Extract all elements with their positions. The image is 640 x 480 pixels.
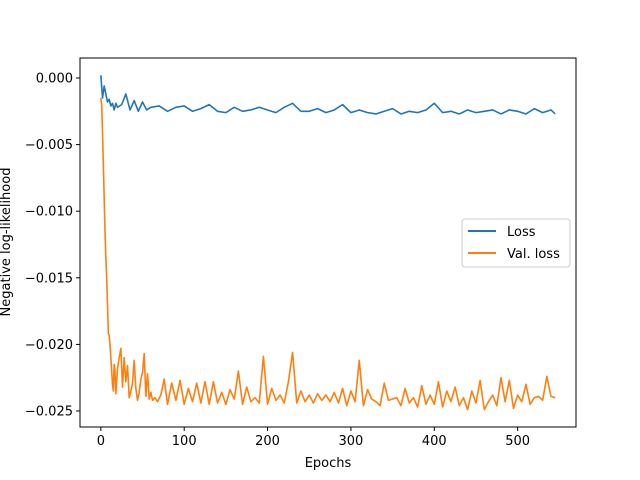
y-tick-label: −0.020 (25, 338, 73, 353)
series-layer (100, 75, 556, 411)
x-axis: 0 100 200 300 400 500 (97, 427, 530, 449)
y-tick-label: −0.025 (25, 405, 73, 420)
x-tick-label: 100 (172, 434, 197, 449)
y-tick-label: −0.015 (25, 271, 73, 286)
x-axis-label: Epochs (305, 456, 352, 471)
y-tick-label: −0.005 (25, 138, 73, 153)
plot-frame (79, 57, 577, 428)
legend: Loss Val. loss (461, 218, 571, 268)
y-tick-label: 0.000 (36, 71, 73, 86)
x-tick-label: 300 (339, 434, 364, 449)
x-tick-label: 0 (97, 434, 105, 449)
x-tick-label: 400 (422, 434, 447, 449)
y-axis-label: Negative log-likelihood (0, 168, 14, 317)
series-line-1 (100, 97, 556, 411)
y-axis: 0.000 −0.005 −0.010 −0.015 −0.020 −0.025 (25, 71, 80, 420)
series-line-0 (100, 75, 556, 115)
legend-label-val-loss: Val. loss (507, 247, 560, 262)
legend-label-loss: Loss (507, 225, 536, 240)
x-tick-label: 500 (505, 434, 530, 449)
y-tick-label: −0.010 (25, 205, 73, 220)
x-tick-label: 200 (255, 434, 280, 449)
